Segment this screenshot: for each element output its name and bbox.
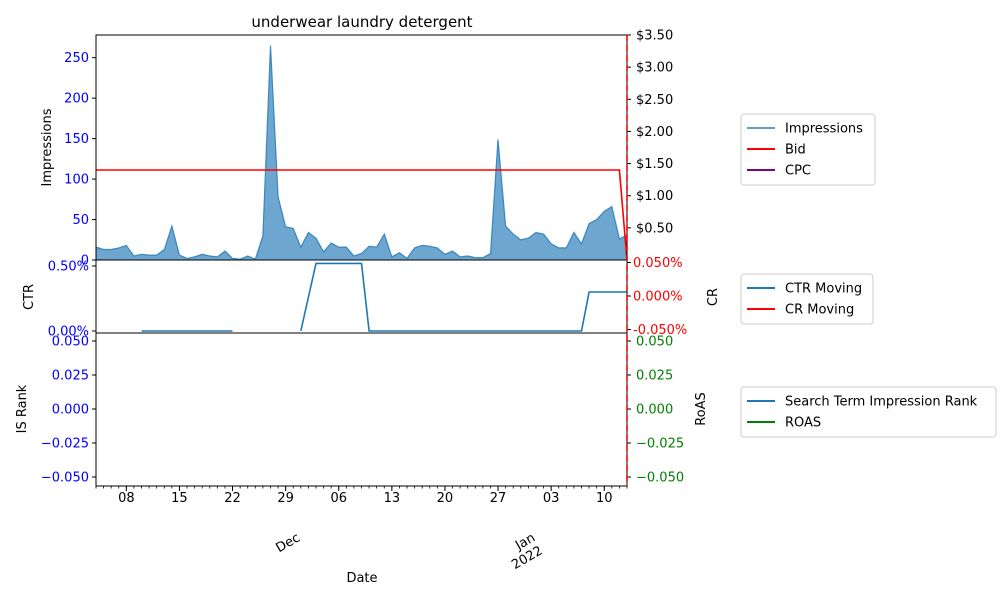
y2-tick-label: -0.050% [633,323,687,338]
y-tick-label: 250 [64,51,89,66]
middle-legend-label: CTR Moving [785,282,862,297]
y-tick-label: 200 [64,92,89,107]
x-tick-label: 03 [543,491,560,506]
top-legend-label: Impressions [785,122,863,137]
x-tick-label: 06 [330,491,347,506]
impressions-line [95,45,628,261]
y2-tick-label: 0.000% [633,290,683,305]
y-axis-label: CTR [22,284,37,310]
x-tick-label: 15 [171,491,188,506]
x-tick-label: 29 [277,491,294,506]
y-tick-label: 0.00% [48,325,89,340]
top-legend-box [740,113,876,186]
y-tick-label: 0.50% [48,260,89,275]
top-legend-label: CPC [785,164,811,179]
x-tick-label: 22 [224,491,241,506]
y-axis-label: IS Rank [15,384,30,433]
legends: Impressions Bid CPC CTR Moving CR Moving Sear… [626,35,997,486]
y-tick-label: 0 [81,254,89,269]
x-tick-label: 08 [118,491,135,506]
x-month-label: Dec [274,530,303,556]
x-tick-label: 10 [596,491,613,506]
y-tick-label: 50 [72,213,89,228]
y2-axis-label: CR [706,288,721,306]
bottom-panel: −0.050 −0.050 −0.025 −0.025 0.000 0.000 0.025 0… [15,332,709,487]
middle-legend-label: CR Moving [785,303,854,318]
y-axis-label: Impressions [40,108,55,186]
middle-panel: 0.00% 0.50% -0.050% 0.000% 0.050% CTR CR [22,256,721,340]
y-tick-label: −0.025 [41,437,89,452]
y2-tick-label: 0.025 [636,369,673,384]
x-tick-label: 13 [384,491,401,506]
x-tick-label: 20 [437,491,454,506]
y2-tick-label: 0.000 [636,403,673,418]
y-tick-label: 100 [64,173,89,188]
ctr-moving-line [300,262,627,332]
middle-panel-frame [95,259,628,334]
bid-line [96,169,628,261]
y2-tick-label: $2.00 [636,125,673,140]
bottom-legend-label: Search Term Impression Rank [785,395,978,410]
y-tick-label: 0.025 [52,369,89,384]
y-tick-label: 0.050 [52,335,89,350]
y2-tick-label: 0.050% [633,256,683,271]
y2-tick-label: $3.50 [636,29,673,44]
x-axis: 08 15 22 29 06 13 20 27 03 10 Dec Jan2022 [95,486,628,573]
top-legend-label: Bid [785,143,806,158]
y2-tick-label: $3.00 [636,61,673,76]
y2-tick-label: $2.50 [636,93,673,108]
bottom-panel-frame [95,332,628,487]
y-tick-label: −0.050 [41,471,89,486]
y2-tick-label: −0.050 [636,471,684,486]
y-tick-label: 0.000 [52,403,89,418]
y2-tick-label: 0.050 [636,335,673,350]
impressions-area [96,45,627,260]
bottom-legend-box [740,386,997,438]
x-tick-label: 27 [490,491,507,506]
y-tick-label: 150 [64,132,89,147]
y2-tick-label: $1.50 [636,157,673,172]
x-axis-label: Date [346,571,377,586]
top-panel-frame [95,34,628,261]
y2-axis-label: RoAS [694,392,709,426]
x-month-label: Jan2022 [502,530,546,572]
chart-title: underwear laundry detergent [251,13,472,31]
bottom-legend-label: ROAS [785,416,821,431]
top-panel: 0 50 100 150 200 250 $0.50 $1.00 $1.50 $2.00 $2.50… [40,29,673,269]
y2-tick-label: $1.00 [636,189,673,204]
middle-legend-box [740,273,874,325]
y2-tick-label: −0.025 [636,437,684,452]
y2-tick-label: $0.50 [636,221,673,236]
